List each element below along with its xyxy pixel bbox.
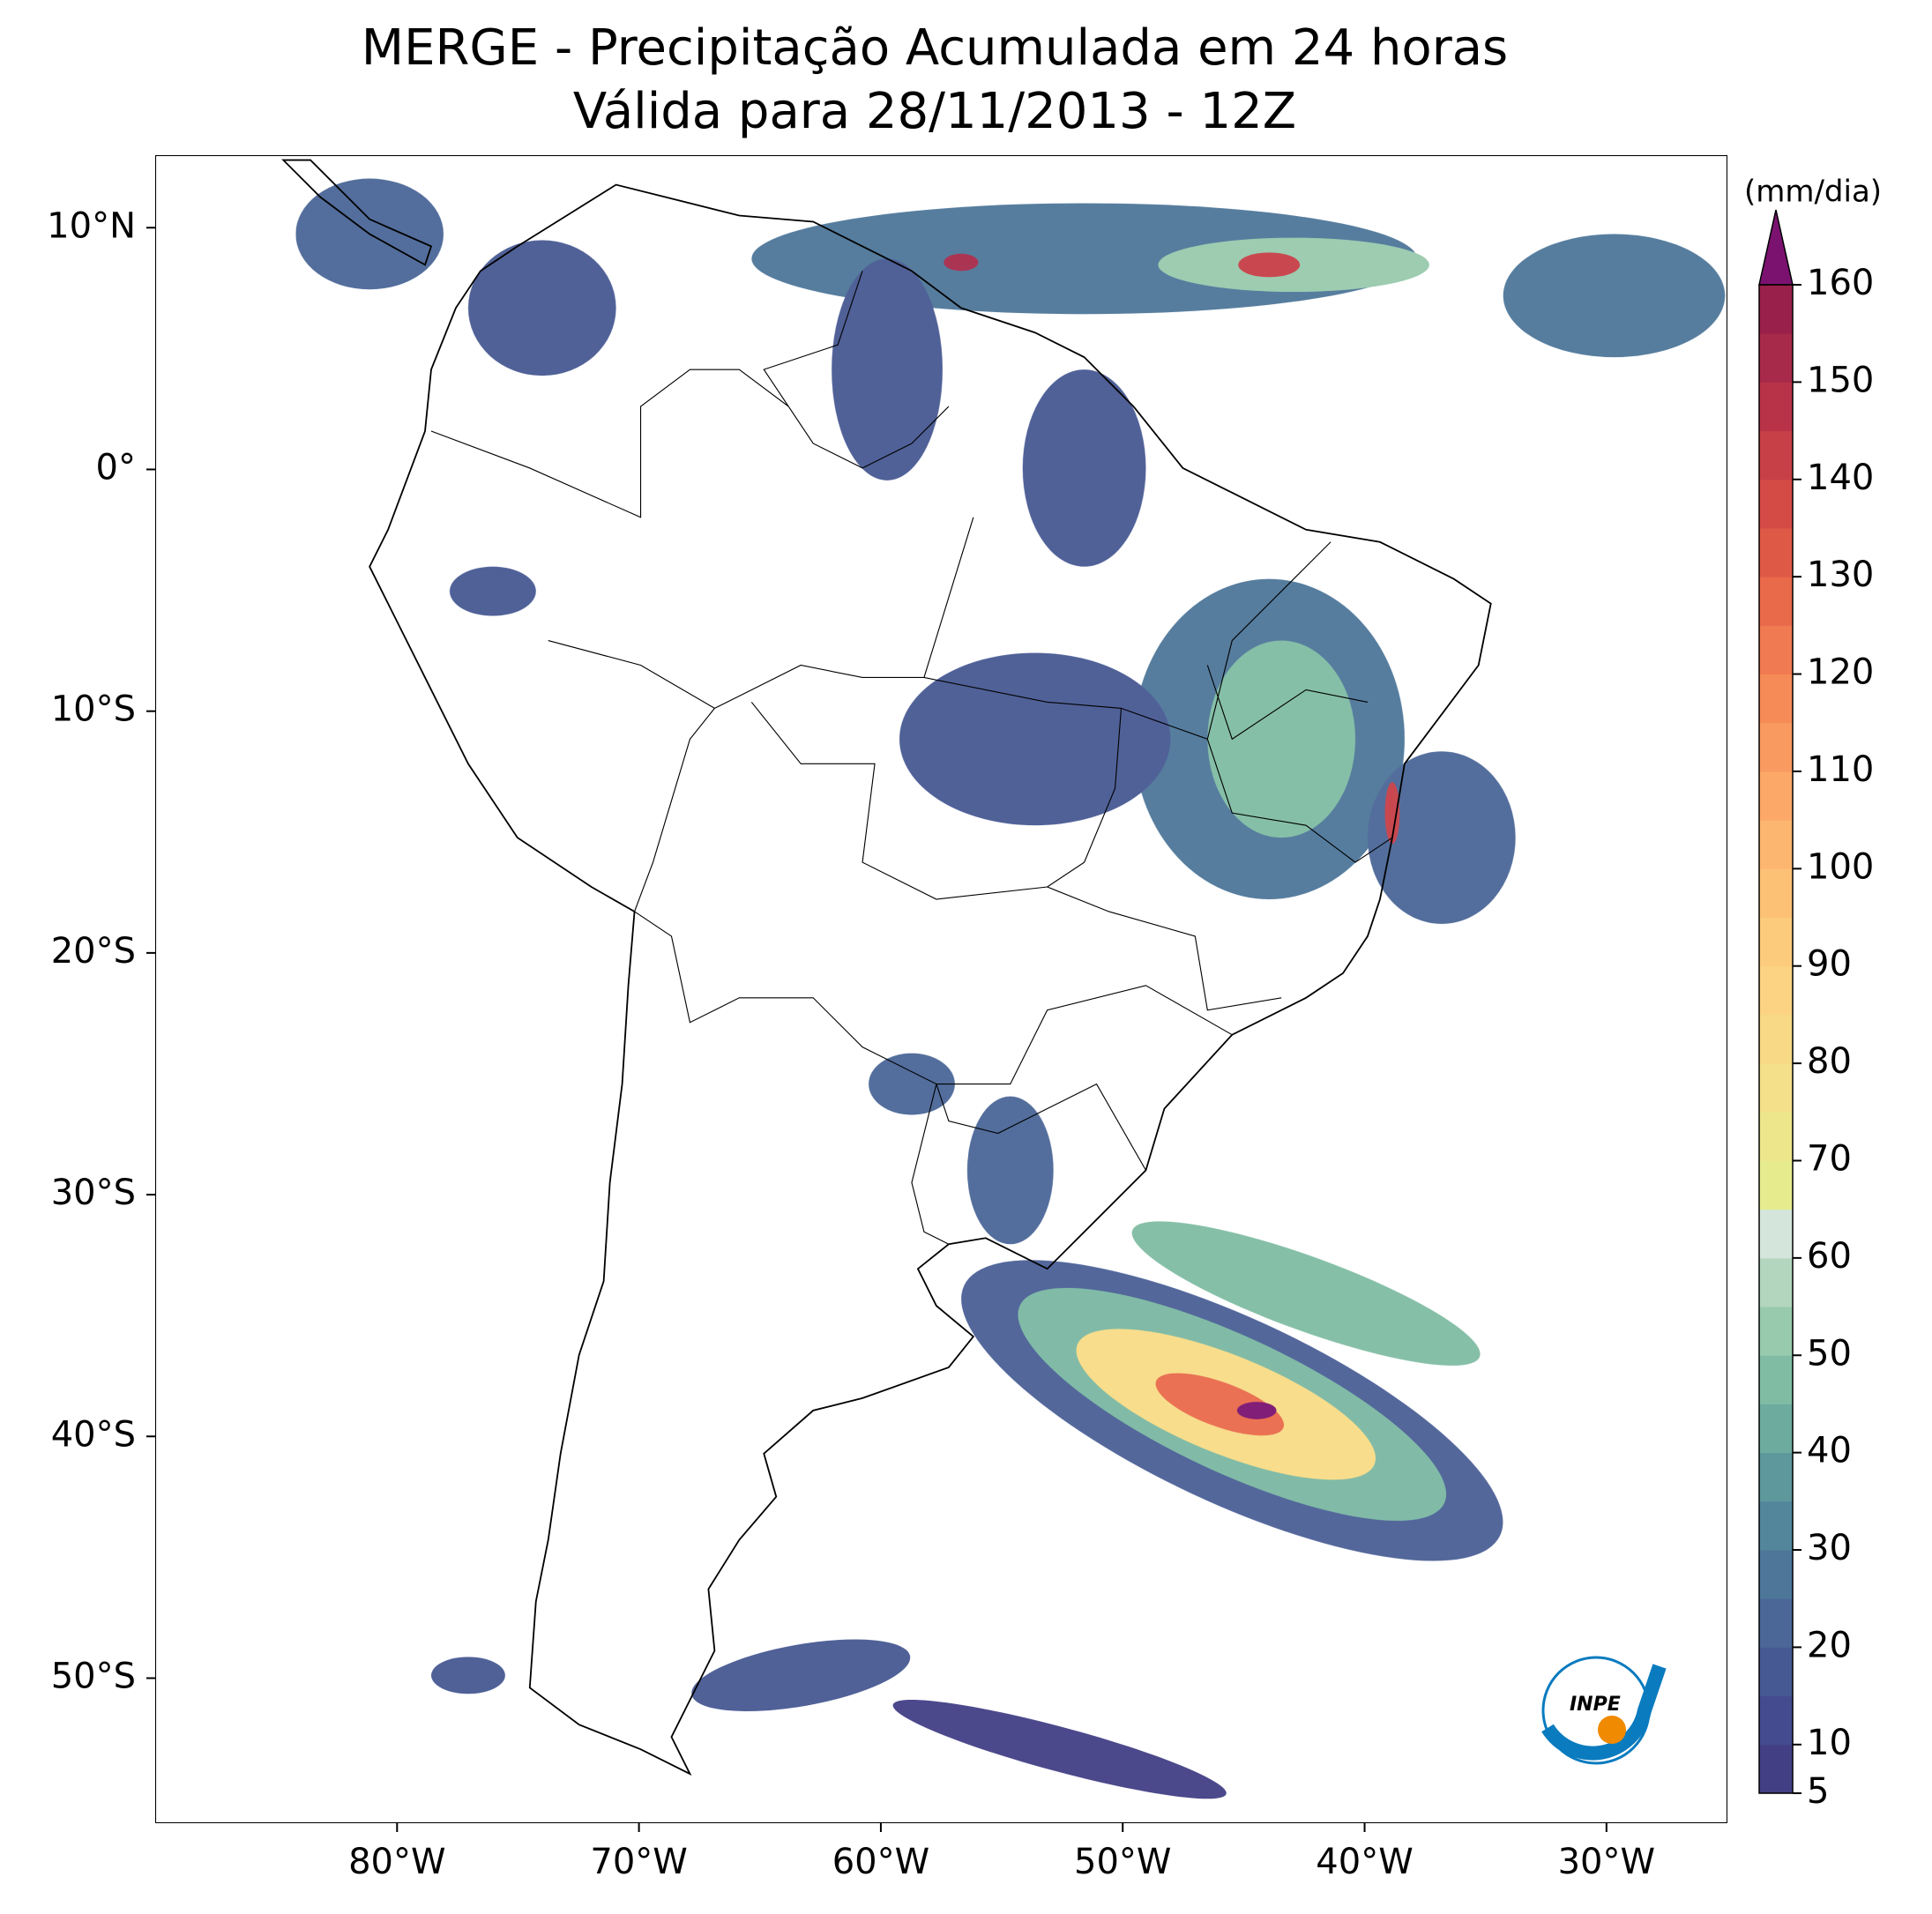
y-tick-label: 10°N [47,205,136,246]
colorbar-segment [1759,1355,1793,1404]
colorbar-segment [1759,722,1793,772]
colorbar-segment [1759,1257,1793,1307]
rain-area [966,1096,1054,1245]
colorbar-tick-label: 160 [1807,263,1874,303]
colorbar-segment [1759,1209,1793,1259]
x-tick-label: 40°W [1316,1842,1413,1882]
colorbar-segment [1759,430,1793,480]
colorbar-segment [1759,1014,1793,1064]
rain-area [869,1053,955,1115]
colorbar-tick-label: 70 [1807,1138,1852,1179]
colorbar-segment [1759,1647,1793,1697]
rain-area [1238,252,1301,278]
colorbar-tick-label: 50 [1807,1333,1852,1374]
colorbar-segment [1759,1598,1793,1648]
coastline [281,159,433,266]
colorbar-segment [1759,382,1793,432]
rain-area [691,1639,911,1712]
x-tick-label: 70°W [590,1842,687,1882]
chart-title: MERGE - Precipitação Acumulada em 24 hor… [362,19,1508,77]
rain-area [1367,751,1516,924]
colorbar-segment [1759,625,1793,675]
colorbar-label: (mm/dia) [1744,175,1882,210]
y-tick-label: 40°S [51,1414,136,1455]
colorbar-tick-label: 60 [1807,1236,1852,1277]
colorbar-segment [1759,917,1793,967]
colorbar-segment [1759,1452,1793,1502]
rain-area [431,1657,505,1694]
x-tick-label: 30°W [1558,1842,1655,1882]
colorbar-segment [1759,771,1793,821]
colorbar-segment [1759,479,1793,529]
colorbar-segment [1759,1550,1793,1599]
colorbar-segment [1759,577,1793,626]
colorbar-segment [1759,1501,1793,1551]
colorbar-tick-label: 30 [1807,1528,1852,1568]
y-tick-label: 0° [96,447,136,488]
colorbar-tick-label: 150 [1807,360,1874,400]
y-tick-label: 50°S [51,1656,136,1696]
colorbar-tick-label: 90 [1807,944,1852,985]
colorbar-tick-label: 130 [1807,555,1874,595]
y-tick-label: 30°S [51,1173,136,1213]
rain-area [1384,782,1400,845]
logo-arrow [1541,1664,1667,1761]
colorbar-segment [1759,1695,1793,1746]
rain-area [1022,369,1146,567]
rain-area [899,652,1171,826]
colorbar-frame [1758,284,1794,1794]
rain-area [832,258,943,480]
colorbar-segment [1759,527,1793,577]
rain-area [1503,234,1726,358]
colorbar-segment [1759,1112,1793,1161]
rain-area [892,1699,1227,1799]
plot-frame [155,155,1727,1823]
rain-area [944,253,979,272]
colorbar-segment [1759,674,1793,724]
coastline [369,183,1492,1776]
y-tick-label: 10°S [51,689,136,730]
colorbar-tick-label: 110 [1807,749,1874,790]
colorbar-tick-label: 5 [1807,1771,1829,1812]
colorbar-tick-label: 20 [1807,1625,1852,1665]
x-tick-label: 60°W [832,1842,929,1882]
y-tick-label: 20°S [51,931,136,972]
rain-area [1207,640,1356,838]
colorbar-tick-label: 120 [1807,652,1874,693]
colorbar-segment [1759,1744,1793,1794]
colorbar-segment [1759,1160,1793,1210]
logo-dot [1598,1716,1626,1744]
rain-area [449,566,536,616]
rain-area [1131,1221,1481,1366]
colorbar-segment [1759,1307,1793,1356]
colorbar-segment [1759,1063,1793,1113]
x-tick-label: 50°W [1074,1842,1171,1882]
state-border [1047,541,1393,1011]
x-tick-label: 80°W [348,1842,445,1882]
colorbar-tick-label: 10 [1807,1723,1852,1763]
colorbar-tick-label: 140 [1807,458,1874,498]
logo-text: INPE [1570,1694,1621,1716]
rain-area [1236,1402,1277,1419]
colorbar-tick-label: 80 [1807,1041,1852,1082]
chart-subtitle: Válida para 28/11/2013 - 12Z [573,83,1296,140]
rain-area [467,240,616,376]
colorbar-segment [1759,285,1793,334]
colorbar-segment [1759,1404,1793,1454]
colorbar-segment [1759,820,1793,869]
colorbar-segment [1759,333,1793,383]
colorbar-segment [1759,965,1793,1016]
logo: INPE [1541,1656,1667,1765]
colorbar-segment [1759,868,1793,919]
colorbar-tick-label: 40 [1807,1431,1852,1471]
precipitation [295,178,1726,1799]
rain-area [1155,1373,1285,1436]
map-area [155,155,1727,1823]
colorbar-tick-label: 100 [1807,846,1874,887]
